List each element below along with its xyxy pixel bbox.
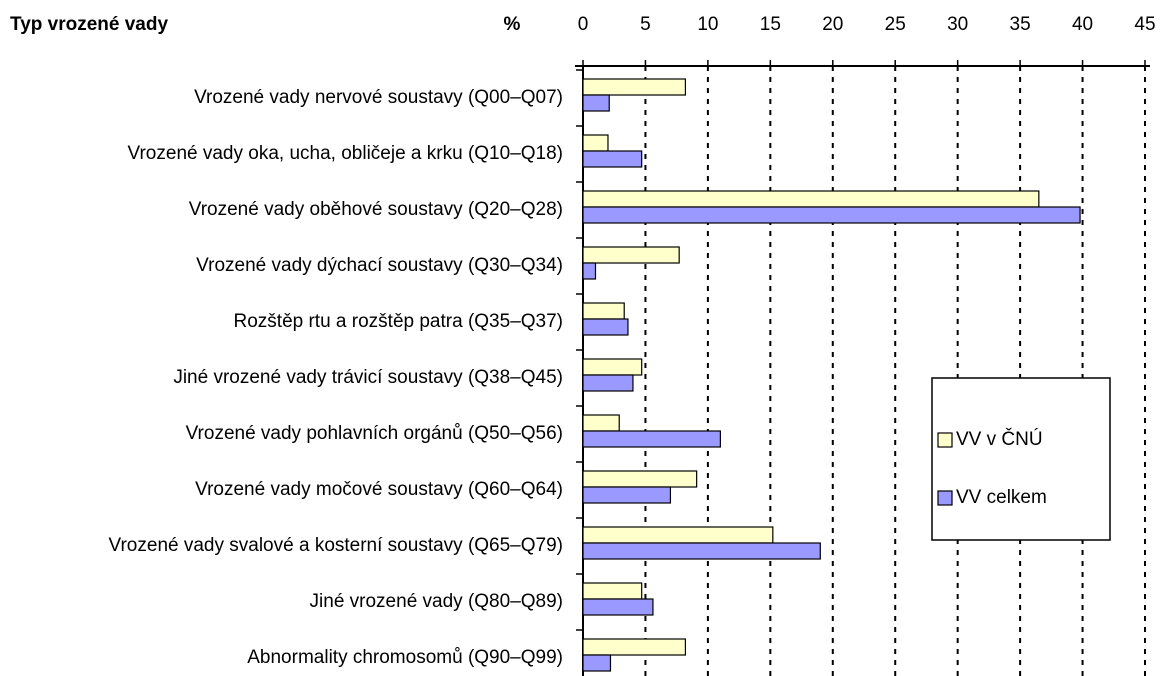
- bar: [582, 486, 672, 504]
- bar: [582, 430, 721, 448]
- bar: [582, 94, 610, 112]
- y-tick-label: Jiné vrozené vady (Q80–Q89): [310, 591, 563, 612]
- legend-swatch: [937, 432, 953, 448]
- legend-swatch: [937, 490, 953, 506]
- x-tick-label: 15: [760, 14, 781, 35]
- y-axis-title: Typ vrozené vady: [10, 14, 168, 35]
- bar: [582, 374, 634, 392]
- bar: [582, 318, 629, 336]
- x-tick-label: 35: [1010, 14, 1031, 35]
- bar: [582, 262, 597, 280]
- bar: [582, 542, 821, 560]
- bar: [582, 470, 698, 488]
- bar: [582, 190, 1040, 208]
- x-tick-label: 5: [640, 14, 651, 35]
- y-tick-label: Jiné vrozené vady trávicí soustavy (Q38–…: [173, 367, 563, 388]
- unit-label: %: [504, 14, 521, 35]
- bar: [582, 206, 1081, 224]
- y-tick-label: Abnormality chromosomů (Q90–Q99): [247, 647, 563, 668]
- bar: [582, 78, 687, 96]
- bar: [582, 598, 654, 616]
- y-tick-label: Rozštěp rtu a rozštěp patra (Q35–Q37): [234, 311, 564, 332]
- bar: [582, 246, 680, 264]
- bar: [582, 150, 643, 168]
- bar: [582, 526, 774, 544]
- y-tick-label: Vrozené vady svalové a kosterní soustavy…: [109, 535, 563, 556]
- x-tick-label: 0: [578, 14, 589, 35]
- y-tick-label: Vrozené vady nervové soustavy (Q00–Q07): [194, 87, 563, 108]
- legend-label: VV celkem: [956, 487, 1047, 508]
- y-tick-label: Vrozené vady oka, ucha, obličeje a krku …: [128, 143, 563, 164]
- bar: [582, 654, 612, 672]
- x-tick-label: 20: [822, 14, 843, 35]
- y-tick-label: Vrozené vady oběhové soustavy (Q20–Q28): [189, 199, 563, 220]
- y-tick-label: Vrozené vady močové soustavy (Q60–Q64): [195, 479, 563, 500]
- y-tick-label: Vrozené vady dýchací soustavy (Q30–Q34): [196, 255, 563, 276]
- x-tick-label: 25: [885, 14, 906, 35]
- x-tick-label: 45: [1134, 14, 1155, 35]
- legend-label: VV v ČNÚ: [956, 428, 1043, 450]
- bar: [582, 582, 643, 600]
- bar: [582, 638, 687, 656]
- x-tick-label: 30: [947, 14, 968, 35]
- bar: [582, 414, 620, 432]
- x-tick-label: 40: [1072, 14, 1093, 35]
- bar: [582, 302, 625, 320]
- x-tick-label: 10: [697, 14, 718, 35]
- bar: [582, 134, 609, 152]
- y-tick-label: Vrozené vady pohlavních orgánů (Q50–Q56): [186, 423, 563, 444]
- legend-box: [931, 377, 1111, 541]
- bar: [582, 358, 643, 376]
